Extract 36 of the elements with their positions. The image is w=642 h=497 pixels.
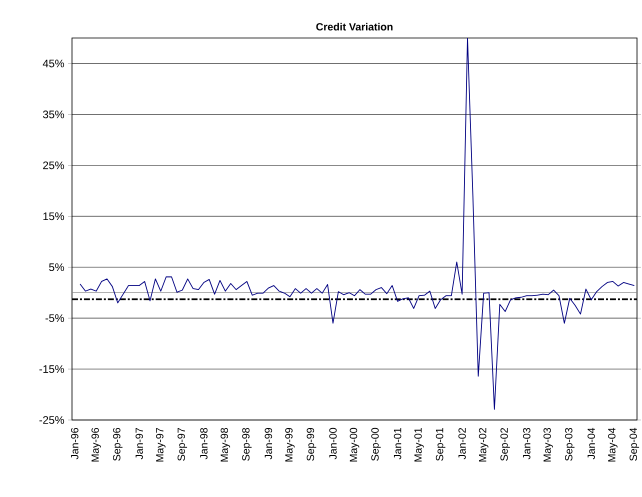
x-tick-label: May-01 xyxy=(414,428,424,462)
x-tick-label: Jan-04 xyxy=(588,428,595,460)
y-tick-label: 45% xyxy=(42,60,64,68)
chart-title: Credit Variation xyxy=(316,22,393,31)
x-tick-label: Sep-01 xyxy=(436,428,446,461)
x-tick-label: Sep-03 xyxy=(565,428,574,461)
x-tick-label: Jan-02 xyxy=(458,428,466,460)
x-tick-label: Jan-98 xyxy=(200,428,208,460)
y-tick-label: -15% xyxy=(39,365,64,373)
x-tick-label: Sep-04 xyxy=(630,428,640,461)
x-tick-label: Jan-03 xyxy=(523,428,530,460)
x-tick-label: Sep-97 xyxy=(178,428,188,461)
x-tick-label: Sep-96 xyxy=(113,428,122,461)
x-tick-label: May-97 xyxy=(156,428,166,462)
y-tick-label: 35% xyxy=(42,110,64,118)
x-tick-label: Jan-99 xyxy=(264,428,272,460)
x-tick-label: May-96 xyxy=(91,428,101,462)
x-tick-label: May-03 xyxy=(543,428,553,462)
x-tick-label: Jan-96 xyxy=(70,428,78,460)
x-tick-label: Sep-02 xyxy=(500,428,510,461)
x-tick-label: Jan-00 xyxy=(329,428,337,460)
y-tick-label: 15% xyxy=(43,212,64,220)
y-tick-label: -5% xyxy=(45,314,64,322)
x-tick-label: Jan-97 xyxy=(136,428,143,460)
x-tick-label: Sep-00 xyxy=(371,428,381,461)
x-tick-label: May-02 xyxy=(478,428,488,462)
x-tick-label: Sep-99 xyxy=(306,428,316,461)
x-tick-label: May-99 xyxy=(285,428,295,462)
y-tick-label: -25% xyxy=(39,416,64,424)
x-tick-label: May-04 xyxy=(608,428,618,462)
x-tick-label: Sep-98 xyxy=(242,428,252,461)
y-tick-label: 25% xyxy=(43,161,64,170)
x-tick-label: May-00 xyxy=(350,428,360,462)
y-tick-label: 5% xyxy=(49,263,64,272)
x-tick-label: Jan-01 xyxy=(394,428,402,460)
x-tick-label: May-98 xyxy=(220,428,230,462)
